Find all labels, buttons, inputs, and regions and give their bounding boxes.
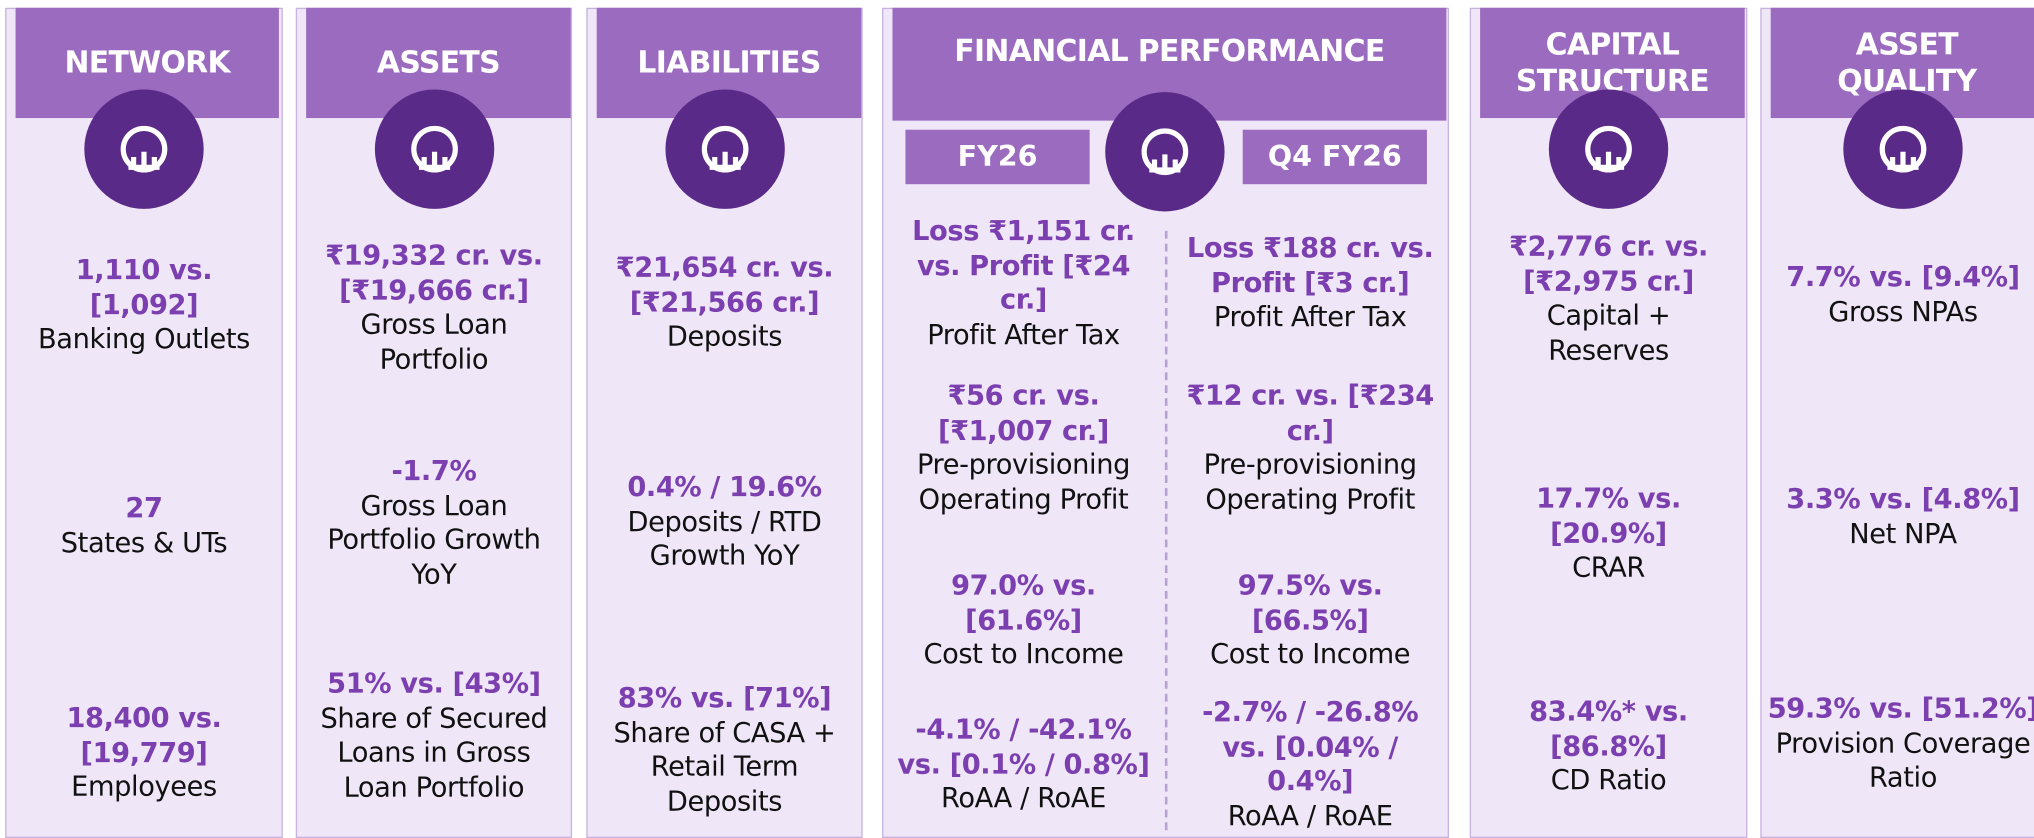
icon-glyph [1879,125,1927,173]
metric-label: Share of Secured Loans in Gross Loan Por… [320,702,548,803]
metric-value: 17.7% vs. [20.9%] [1536,482,1681,549]
icon [1105,92,1225,212]
period-header: Q4 FY26 [1242,129,1427,185]
metric-label: Deposits / RTD Growth YoY [627,505,822,572]
metric-value: -4.1% / -42.1% vs. [0.1% / 0.8%] [897,713,1150,780]
metric-label: Pre-provisioning Operating Profit [916,448,1130,515]
metric-value: ₹19,332 cr. vs. [₹19,666 cr.] [325,239,543,306]
metric: Loss ₹188 cr. vs. Profit [₹3 cr.] Profit … [1177,231,1443,334]
metric: ₹21,654 cr. vs. [₹21,566 cr.] Deposits [601,251,847,354]
icon [84,89,204,209]
metric: 97.0% vs. [61.6%] Cost to Income [891,568,1157,671]
metric-label: States & UTs [60,526,228,558]
metric-label: Banking Outlets [38,323,250,355]
metric-value: 7.7% vs. [9.4%] [1786,261,2020,293]
icon [1843,89,1963,209]
metric-value: 59.3% vs. [51.2%] [1767,693,2034,725]
period-header: FY26 [905,129,1090,185]
metric: 97.5% vs. [66.5%] Cost to Income [1177,568,1443,671]
metric: 17.7% vs. [20.9%] CRAR [1485,482,1731,585]
metric-label: Profit After Tax [1213,301,1407,333]
metric-value: 51% vs. [43%] [327,668,541,700]
icon [374,89,494,209]
metric: -4.1% / -42.1% vs. [0.1% / 0.8%] RoAA / R… [891,712,1157,815]
metric-label: Pre-provisioning Operating Profit [1203,448,1417,515]
metric-value: 97.5% vs. [66.5%] [1237,569,1383,636]
icon-glyph [1141,128,1189,176]
metric-value: 97.0% vs. [61.6%] [951,569,1096,636]
metric-label: RoAA / RoAE [1227,799,1393,831]
metric-label: Deposits [666,320,783,352]
metric: 59.3% vs. [51.2%] Provision Coverage Rati… [1767,692,2034,795]
metric-value: ₹12 cr. vs. [₹234 cr.] [1186,380,1434,446]
metric: 0.4% / 19.6% Deposits / RTD Growth YoY [601,470,847,573]
metric-value: 83.4%* vs. [86.8%] [1529,695,1688,762]
metric: -1.7% Gross Loan Portfolio Growth YoY [317,454,550,592]
metric-label: Employees [71,770,217,802]
metric-label: Gross NPAs [1828,295,1978,327]
metric: 83.4%* vs. [86.8%] CD Ratio [1485,694,1731,797]
metric-label: Net NPA [1849,517,1957,549]
metric-value: -2.7% / -26.8% vs. [0.04% / 0.4%] [1202,696,1419,797]
metric-label: RoAA / RoAE [941,782,1106,814]
metric: 1,110 vs. [1,092] Banking Outlets [27,253,260,356]
metric-value: 0.4% / 19.6% [627,471,822,503]
metric: 7.7% vs. [9.4%] Gross NPAs [1767,260,2034,329]
metric: Loss ₹1,151 cr. vs. Profit [₹24 cr.] Prof… [891,214,1157,352]
metric-label: Capital + Reserves [1546,299,1671,366]
metric: ₹56 cr. vs. [₹1,007 cr.] Pre-provisioning… [891,379,1157,517]
metric-value: 1,110 vs. [1,092] [75,254,213,321]
metric: 18,400 vs. [19,779] Employees [27,701,260,804]
metric-label: CRAR [1572,551,1645,583]
metric: ₹12 cr. vs. [₹234 cr.] Pre-provisioning O… [1177,379,1443,517]
column-header: CAPITAL STRUCTURE [1480,7,1745,119]
icon-glyph [120,125,168,173]
metric-label: Cost to Income [923,638,1124,670]
metric-value: Loss ₹188 cr. vs. Profit [₹3 cr.] [1186,232,1434,299]
metric-value: ₹56 cr. vs. [₹1,007 cr.] [938,380,1109,446]
divider [1164,230,1168,831]
metric-label: Provision Coverage Ratio [1775,727,2031,793]
metric-value: Loss ₹1,151 cr. vs. Profit [₹24 cr.] [912,215,1135,316]
column-header: ASSET QUALITY [1770,7,2034,119]
metric-label: Cost to Income [1210,638,1411,670]
icon [664,89,785,209]
icon [1548,89,1669,209]
metric: 51% vs. [43%] Share of Secured Loans in G… [317,667,550,805]
metric-value: 83% vs. [71%] [617,682,832,714]
icon-glyph [1585,125,1632,173]
icon-glyph [701,125,748,173]
metric: 83% vs. [71%] Share of CASA + Retail Term… [601,681,847,819]
metric-label: Gross Loan Portfolio [360,308,508,375]
metric: 27 States & UTs [27,491,260,560]
metric-value: 18,400 vs. [19,779] [66,702,222,768]
metric-value: -1.7% [391,455,477,487]
metric-label: CD Ratio [1550,764,1667,796]
icon-glyph [410,125,458,173]
metric-value: 3.3% vs. [4.8%] [1786,483,2020,515]
metric-value: 27 [125,492,163,524]
metric: ₹19,332 cr. vs. [₹19,666 cr.] Gross Loan … [317,239,550,377]
metric-label: Share of CASA + Retail Term Deposits [613,716,836,817]
metric: ₹2,776 cr. vs. [₹2,975 cr.] Capital + Res… [1485,230,1731,368]
metric-label: Profit After Tax [927,318,1120,350]
metric: -2.7% / -26.8% vs. [0.04% / 0.4%] RoAA / … [1177,695,1443,833]
metric-value: ₹21,654 cr. vs. [₹21,566 cr.] [615,251,834,318]
metric-value: ₹2,776 cr. vs. [₹2,975 cr.] [1509,230,1709,297]
metric: 3.3% vs. [4.8%] Net NPA [1767,482,2034,551]
metric-label: Gross Loan Portfolio Growth YoY [327,489,541,590]
